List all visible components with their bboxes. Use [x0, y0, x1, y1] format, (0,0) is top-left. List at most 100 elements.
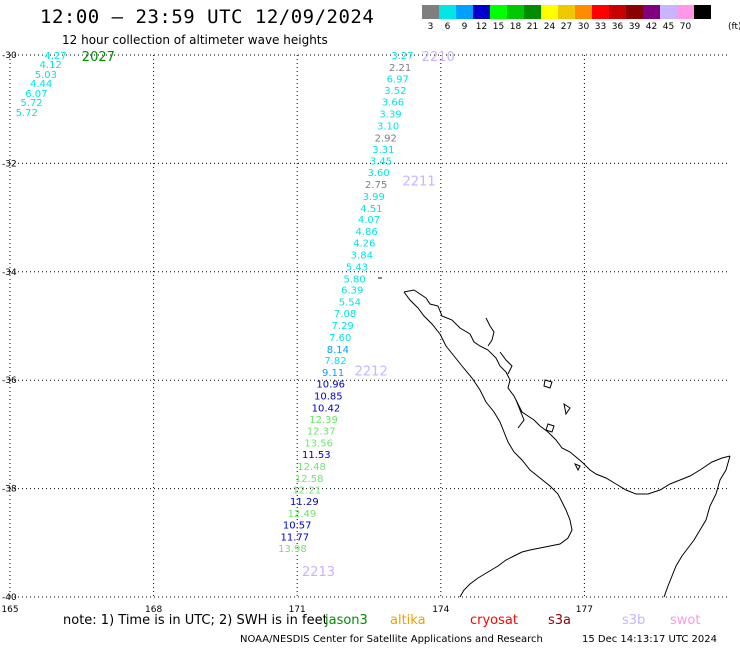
- page-subtitle: 12 hour collection of altimeter wave hei…: [62, 33, 328, 47]
- wave-height-value: 8.14: [327, 345, 349, 356]
- wave-height-value: 4.51: [360, 204, 382, 215]
- legend-swatch: [677, 5, 694, 19]
- wave-height-value: 3.66: [382, 98, 404, 109]
- satellite-label: altika: [390, 613, 426, 628]
- wave-height-value: 11.77: [280, 532, 309, 543]
- wave-height-value: 6.39: [341, 286, 363, 297]
- offshore-islands: [378, 277, 581, 472]
- wave-height-value: 13.56: [304, 439, 333, 450]
- legend-bin-label: 33: [594, 22, 607, 32]
- island-3: [573, 463, 581, 472]
- satellite-label: jason3: [325, 613, 368, 628]
- latitude-tick-label: -40: [2, 593, 17, 603]
- north-island-coast: [403, 289, 731, 495]
- west-coast: [403, 291, 573, 598]
- page-title: 12:00 — 23:59 UTC 12/09/2024: [40, 6, 375, 28]
- legend-swatch: [490, 5, 507, 19]
- wave-height-value: 13.98: [278, 544, 307, 555]
- track-time-label: 2211: [403, 175, 436, 190]
- legend-swatch: [524, 5, 541, 19]
- east-cape-coast: [663, 455, 731, 598]
- track-points: 4.274.125.034.446.075.725.723.272.216.97…: [16, 51, 414, 555]
- wave-height-value: 6.07: [25, 89, 47, 100]
- wave-height-value: 5.54: [339, 298, 361, 309]
- legend-swatches: [422, 5, 711, 19]
- wave-height-value: 4.44: [30, 79, 52, 90]
- track-time-label: 2213: [302, 565, 335, 580]
- track-time-label: 2210: [422, 50, 455, 65]
- latitude-tick-label: -30: [2, 51, 17, 61]
- organization-credit: NOAA/NESDIS Center for Satellite Applica…: [240, 634, 543, 645]
- wave-height-value: 3.39: [379, 110, 401, 121]
- longitude-tick-label: 165: [1, 605, 18, 615]
- legend-bin-label: 42: [645, 22, 658, 32]
- track-time-label: 2027: [82, 50, 115, 65]
- legend-swatch: [558, 5, 575, 19]
- wave-height-value: 10.85: [314, 391, 343, 402]
- wave-height-value: 5.43: [346, 262, 368, 273]
- latitude-tick-label: -32: [2, 159, 17, 169]
- legend-labels: 3 6 9 12 15 18 21 24 27 30 33 36 39 42 45 70: [422, 22, 711, 32]
- wave-height-value: 5.72: [16, 108, 38, 119]
- longitude-tick-label: 168: [145, 605, 162, 615]
- wave-height-value: 4.86: [355, 227, 377, 238]
- legend-swatch: [456, 5, 473, 19]
- wave-height-value: 3.27: [391, 51, 413, 62]
- island-4: [545, 423, 555, 433]
- satellite-label: s3a: [548, 613, 572, 628]
- legend-swatch: [609, 5, 626, 19]
- legend-swatch: [473, 5, 490, 19]
- wave-height-value: 12.37: [307, 427, 336, 438]
- wave-height-value: 3.45: [370, 157, 392, 168]
- wave-height-value: 10.57: [283, 520, 312, 531]
- legend-bin-label: 18: [509, 22, 522, 32]
- wave-height-value: 12.58: [295, 474, 324, 485]
- longitude-tick-label: 171: [289, 605, 306, 615]
- legend-bin-label: 27: [560, 22, 573, 32]
- wave-height-value: 6.97: [387, 74, 409, 85]
- legend-swatch: [422, 5, 439, 19]
- wave-height-value: 12.39: [309, 415, 338, 426]
- wave-height-value: 4.27: [44, 51, 66, 62]
- wave-height-value: 5.80: [344, 274, 366, 285]
- legend-bin-label: 24: [543, 22, 556, 32]
- legend-bin-label: 39: [628, 22, 641, 32]
- legend-bin-label: 45: [662, 22, 675, 32]
- wave-height-value: 4.07: [358, 215, 380, 226]
- wave-height-value: 7.08: [334, 309, 356, 320]
- wave-height-value: 10.42: [312, 403, 341, 414]
- wave-height-value: 7.82: [324, 356, 346, 367]
- satellite-label: cryosat: [470, 613, 518, 628]
- wave-height-value: 3.31: [372, 145, 394, 156]
- map-frame: [9, 54, 731, 598]
- satellite-label: s3b: [622, 613, 646, 628]
- island-2: [563, 402, 571, 416]
- latitude-tick-label: -36: [2, 376, 17, 386]
- legend-swatch: [575, 5, 592, 19]
- harbour-inlet-3: [515, 399, 525, 429]
- gridlines: [9, 54, 728, 598]
- legend-unit: (ft): [728, 22, 740, 32]
- wave-height-value: 7.29: [332, 321, 354, 332]
- latitude-tick-label: -34: [2, 268, 17, 278]
- legend-bin-label: 3: [427, 22, 434, 32]
- legend-bin-label: 15: [492, 22, 505, 32]
- wave-height-value: 12.49: [288, 509, 317, 520]
- wave-height-value: 5.72: [20, 98, 42, 109]
- wave-height-value: 12.21: [292, 486, 321, 497]
- footnote: note: 1) Time is in UTC; 2) SWH is in fe…: [63, 613, 328, 628]
- wave-height-value: 2.75: [365, 180, 387, 191]
- legend-bin-label: 36: [611, 22, 624, 32]
- longitude-tick-label: 177: [576, 605, 593, 615]
- legend-bin-label: 30: [577, 22, 590, 32]
- legend-bin-label: 21: [526, 22, 539, 32]
- wave-height-value: 11.29: [290, 497, 319, 508]
- legend-swatch: [626, 5, 643, 19]
- wave-height-value: 3.10: [377, 121, 399, 132]
- wave-height-value: 3.84: [351, 250, 373, 261]
- wave-height-value: 3.99: [363, 192, 385, 203]
- legend-swatch: [660, 5, 677, 19]
- axis-labels: 165 168 171 174 177 -30 -32 -34 -36 -38 -40: [1, 51, 593, 615]
- track-time-labels: 2027 2210 2211 2212 2213: [82, 50, 455, 580]
- latitude-tick-label: -38: [2, 485, 17, 495]
